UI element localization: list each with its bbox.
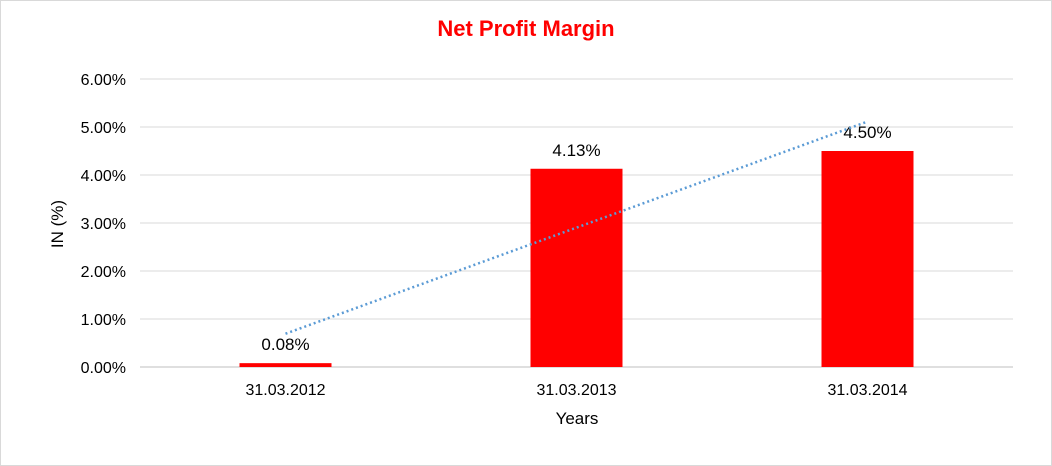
- bar: [530, 168, 623, 367]
- y-tick-label: 6.00%: [81, 72, 126, 89]
- y-tick-label: 2.00%: [81, 264, 126, 281]
- x-tick-label: 31.03.2012: [245, 382, 325, 399]
- x-tick-label: 31.03.2013: [536, 382, 616, 399]
- x-tick-label: 31.03.2014: [827, 382, 907, 399]
- data-label: 4.50%: [843, 123, 891, 142]
- y-tick-label: 5.00%: [81, 120, 126, 137]
- y-axis-label: IN (%): [48, 200, 67, 248]
- trendline: [285, 120, 868, 335]
- data-label: 4.13%: [552, 141, 600, 160]
- y-tick-label: 0.00%: [81, 360, 126, 377]
- bar: [821, 151, 914, 367]
- y-tick-label: 3.00%: [81, 216, 126, 233]
- x-axis-label: Years: [556, 409, 599, 428]
- chart-title: Net Profit Margin: [437, 16, 615, 41]
- data-label: 0.08%: [261, 335, 309, 354]
- y-tick-label: 4.00%: [81, 168, 126, 185]
- y-tick-label: 1.00%: [81, 312, 126, 329]
- bar: [239, 363, 332, 367]
